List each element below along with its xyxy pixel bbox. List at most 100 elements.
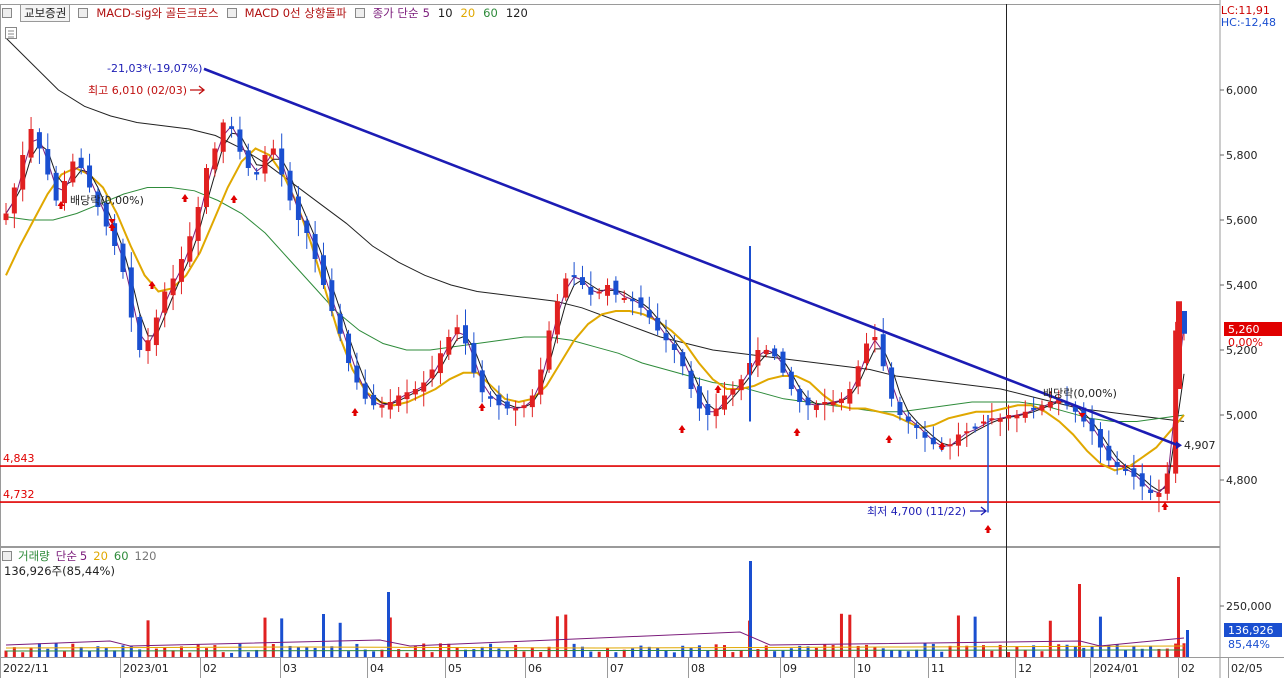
- candle-body: [337, 313, 343, 334]
- ma60-label: 60: [483, 6, 498, 20]
- volume-bar: [798, 645, 802, 657]
- volume-bar: [1165, 648, 1169, 657]
- volume-bar: [397, 649, 401, 657]
- candle-body: [830, 402, 836, 406]
- volume-bar: [1098, 616, 1102, 657]
- candle-body: [229, 126, 235, 129]
- indicator-toggle-icon[interactable]: [226, 8, 237, 18]
- vma120-label: 120: [134, 549, 157, 563]
- volume-bar: [79, 646, 83, 657]
- volume-bar: [856, 645, 860, 657]
- indicator-macd-zero[interactable]: MACD 0선 상향돌파: [244, 6, 347, 20]
- candle-body: [295, 196, 301, 220]
- candle-body: [513, 408, 519, 411]
- candle-body: [454, 327, 460, 335]
- volume-bar: [46, 648, 50, 657]
- signal-down-arrow-icon: [1078, 413, 1086, 418]
- candle-body: [638, 297, 644, 308]
- candle-body: [1056, 398, 1062, 404]
- candle-body: [137, 316, 143, 350]
- volume-bar: [681, 645, 685, 657]
- candle-body: [646, 310, 652, 318]
- support-label: 4,843: [3, 452, 35, 465]
- menu-icon[interactable]: [2, 8, 12, 18]
- volume-bar: [29, 647, 33, 657]
- candle-body: [972, 426, 978, 429]
- volume-label[interactable]: 거래량: [18, 549, 50, 563]
- date-tick-label: 11: [931, 662, 945, 675]
- candle-body: [120, 243, 126, 272]
- volume-bar: [915, 649, 919, 657]
- candle-body: [955, 434, 961, 446]
- volume-bar: [589, 651, 593, 657]
- candle-body: [705, 403, 711, 415]
- volume-bar: [288, 645, 292, 657]
- volume-legend: 거래량 단순 5 20 60 120: [2, 548, 156, 564]
- vma60-label: 60: [113, 549, 129, 563]
- volume-bar: [246, 652, 250, 657]
- indicator-macd-sig[interactable]: MACD-sig와 골든크로스: [96, 6, 219, 20]
- volume-bar: [480, 646, 484, 657]
- vma20-label: 20: [93, 549, 108, 563]
- candle-body: [838, 398, 844, 404]
- candle-body: [504, 401, 510, 409]
- candle-body: [362, 383, 368, 399]
- date-tick-label: 02: [1181, 662, 1195, 675]
- annotations: -21,03*(-19,07%) 4,907 최고 6,010 (02/03) 최저 …: [5, 27, 1216, 518]
- volume-bar: [656, 648, 660, 657]
- volume-bar: [606, 647, 610, 657]
- price-tick-label: 5,400: [1226, 279, 1258, 292]
- candle-body: [813, 405, 819, 410]
- volume-bar: [1023, 649, 1027, 657]
- volume-spike: [1186, 630, 1189, 657]
- candle-body: [655, 317, 661, 331]
- low-arrow-icon: [970, 506, 988, 516]
- candle-body: [429, 369, 435, 379]
- volume-bar: [865, 644, 869, 657]
- volume-bar: [4, 650, 8, 657]
- signal-up-arrow-icon: [478, 403, 486, 411]
- volume-toggle-icon[interactable]: [2, 551, 12, 561]
- price-tick-label: 5,000: [1226, 409, 1258, 422]
- date-tick-label: 2024/01: [1093, 662, 1139, 675]
- volume-bar: [672, 652, 676, 657]
- candle-body: [36, 132, 42, 149]
- volume-bar: [1115, 644, 1119, 657]
- candle-body: [1039, 405, 1045, 411]
- volume-bar: [639, 645, 643, 657]
- volume-readout: 136,926주(85,44%): [4, 564, 115, 578]
- volume-bar: [171, 650, 175, 657]
- candle-body: [245, 150, 251, 168]
- volume-bar: [380, 649, 384, 657]
- volume-bar: [764, 645, 768, 657]
- candle-body: [696, 386, 702, 409]
- trendline-label: -21,03*(-19,07%): [107, 62, 202, 75]
- date-tick-label: 07: [610, 662, 624, 675]
- volume-bar: [37, 643, 41, 657]
- volume-bar: [597, 651, 601, 657]
- volume-bar: [1157, 648, 1161, 657]
- company-name[interactable]: 교보증권: [20, 4, 71, 22]
- candle-body: [20, 155, 26, 190]
- candle-body: [329, 280, 335, 311]
- price-ma-label[interactable]: 종가 단순: [372, 6, 419, 20]
- indicator-toggle-icon[interactable]: [78, 8, 89, 18]
- candle-body: [195, 207, 201, 241]
- volume-bar: [890, 650, 894, 657]
- signal-up-arrow-icon: [1161, 502, 1169, 510]
- volume-bar: [455, 647, 459, 657]
- volume-bar: [664, 650, 668, 657]
- candle-body: [162, 291, 168, 313]
- candle-body: [421, 382, 427, 392]
- indicator-toggle-icon[interactable]: [354, 8, 365, 18]
- candle-body: [738, 379, 744, 391]
- candle-body: [922, 432, 928, 438]
- candle-body: [128, 267, 134, 318]
- volume-bar: [163, 647, 167, 657]
- candle-body: [1022, 411, 1028, 418]
- candle-body: [379, 405, 385, 408]
- ma120-label: 120: [505, 6, 528, 20]
- signal-up-arrow-icon: [351, 408, 359, 416]
- candle-body: [1114, 462, 1120, 467]
